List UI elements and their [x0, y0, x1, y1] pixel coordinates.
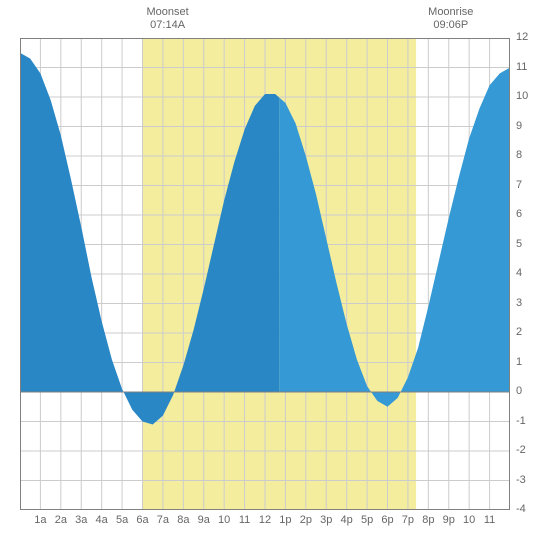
tide-chart: Moonset 07:14A Moonrise 09:06P 1a2a3a4a5… [0, 0, 550, 550]
y-tick-label: 7 [516, 179, 522, 191]
y-tick-label: 9 [516, 120, 522, 132]
y-tick-label: 5 [516, 238, 522, 250]
moonset-time: 07:14A [128, 19, 208, 32]
x-tick-label: 7p [398, 514, 418, 526]
x-tick-label: 9a [194, 514, 214, 526]
moonset-label: Moonset 07:14A [128, 6, 208, 32]
x-tick-label: 2a [51, 514, 71, 526]
x-tick-label: 9p [439, 514, 459, 526]
y-tick-label: 4 [516, 267, 522, 279]
x-tick-label: 8p [418, 514, 438, 526]
x-tick-label: 3a [71, 514, 91, 526]
x-tick-label: 11 [480, 514, 500, 526]
y-tick-label: 3 [516, 297, 522, 309]
x-tick-label: 3p [316, 514, 336, 526]
y-tick-label: 10 [516, 90, 528, 102]
x-tick-label: 1p [275, 514, 295, 526]
moonrise-time: 09:06P [411, 19, 491, 32]
moonset-title: Moonset [128, 6, 208, 19]
y-tick-label: 0 [516, 385, 522, 397]
y-tick-label: 8 [516, 149, 522, 161]
x-tick-label: 5p [357, 514, 377, 526]
moonrise-title: Moonrise [411, 6, 491, 19]
x-tick-label: 1a [30, 514, 50, 526]
x-tick-label: 10 [459, 514, 479, 526]
x-tick-label: 5a [112, 514, 132, 526]
y-tick-label: 1 [516, 356, 522, 368]
x-tick-label: 4a [92, 514, 112, 526]
y-tick-label: -2 [516, 444, 526, 456]
y-tick-label: -1 [516, 415, 526, 427]
y-tick-label: 11 [516, 61, 527, 73]
y-tick-label: 2 [516, 326, 522, 338]
x-tick-label: 4p [337, 514, 357, 526]
x-tick-label: 6a [133, 514, 153, 526]
y-tick-label: 12 [516, 31, 528, 43]
moonrise-label: Moonrise 09:06P [411, 6, 491, 32]
x-tick-label: 10 [214, 514, 234, 526]
y-tick-label: 6 [516, 208, 522, 220]
y-tick-label: -4 [516, 503, 526, 515]
x-tick-label: 8a [173, 514, 193, 526]
x-tick-label: 6p [378, 514, 398, 526]
x-tick-label: 2p [296, 514, 316, 526]
plot-area [20, 38, 510, 510]
x-tick-label: 11 [235, 514, 255, 526]
y-tick-label: -3 [516, 474, 526, 486]
x-tick-label: 7a [153, 514, 173, 526]
x-tick-label: 12 [255, 514, 275, 526]
